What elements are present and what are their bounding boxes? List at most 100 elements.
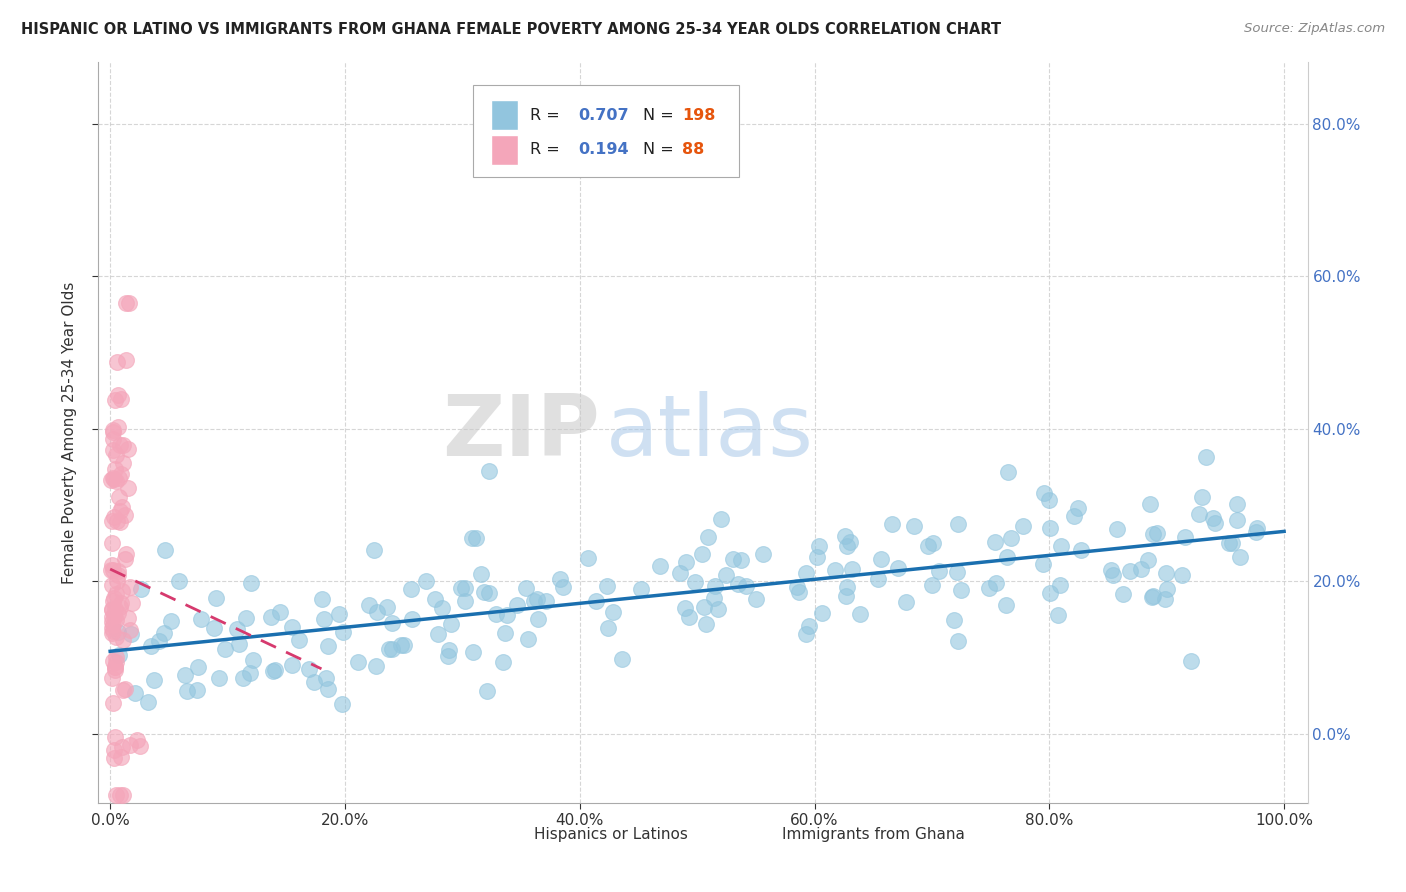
Point — [1146, 526, 1168, 541]
Point — [101, 624, 124, 638]
Point — [347, 655, 370, 669]
Point — [1039, 520, 1062, 534]
Point — [375, 600, 398, 615]
Point — [311, 591, 333, 606]
Point — [225, 623, 247, 637]
Point — [472, 584, 495, 599]
Point — [114, 508, 136, 523]
Point — [332, 625, 354, 640]
Point — [824, 563, 846, 577]
Point — [111, 584, 134, 599]
Point — [1112, 586, 1135, 600]
Point — [1038, 493, 1060, 508]
Point — [101, 443, 124, 458]
Point — [101, 593, 124, 607]
Text: 88: 88 — [682, 143, 704, 157]
Point — [100, 602, 122, 616]
Point — [103, 609, 125, 624]
Point — [239, 666, 262, 681]
Point — [399, 582, 422, 596]
Point — [155, 542, 177, 557]
Point — [478, 586, 501, 600]
Point — [492, 655, 515, 669]
Point — [114, 682, 136, 697]
Point — [202, 621, 225, 635]
Point — [381, 641, 404, 656]
Point — [690, 547, 713, 561]
Point — [104, 392, 127, 407]
Point — [100, 562, 122, 576]
Text: R =: R = — [530, 143, 565, 157]
Point — [1119, 564, 1142, 578]
Point — [806, 549, 828, 564]
Text: HISPANIC OR LATINO VS IMMIGRANTS FROM GHANA FEMALE POVERTY AMONG 25-34 YEAR OLDS: HISPANIC OR LATINO VS IMMIGRANTS FROM GH… — [21, 22, 1001, 37]
Point — [839, 535, 862, 549]
Point — [1154, 592, 1177, 607]
Point — [129, 582, 152, 596]
Point — [117, 611, 139, 625]
Point — [810, 607, 832, 621]
Point — [364, 659, 387, 673]
Point — [214, 641, 236, 656]
Point — [1067, 500, 1090, 515]
Point — [107, 624, 129, 639]
Point — [551, 580, 574, 594]
Point — [596, 579, 619, 593]
Point — [101, 603, 124, 617]
Point — [110, 750, 132, 764]
Point — [1012, 519, 1035, 533]
Point — [454, 594, 477, 608]
Point — [678, 610, 700, 624]
Point — [576, 550, 599, 565]
Point — [752, 547, 775, 561]
Point — [127, 732, 149, 747]
Point — [129, 739, 152, 754]
Point — [187, 660, 209, 674]
Text: ZIP: ZIP — [443, 391, 600, 475]
Point — [943, 613, 966, 627]
Point — [796, 566, 818, 580]
Point — [228, 637, 250, 651]
Point — [787, 585, 810, 599]
Point — [602, 605, 624, 619]
Point — [794, 626, 817, 640]
Point — [104, 448, 127, 462]
Point — [281, 620, 304, 634]
Point — [107, 470, 129, 484]
Point — [105, 630, 128, 644]
Point — [596, 621, 619, 635]
Point — [453, 582, 475, 596]
Point — [104, 660, 127, 674]
Point — [1047, 607, 1070, 622]
Point — [439, 616, 461, 631]
Point — [534, 594, 557, 608]
Point — [995, 598, 1018, 612]
Point — [1170, 568, 1192, 582]
Point — [522, 594, 544, 608]
Point — [430, 601, 453, 615]
Point — [143, 673, 166, 687]
Point — [108, 490, 131, 504]
Y-axis label: Female Poverty Among 25-34 Year Olds: Female Poverty Among 25-34 Year Olds — [62, 282, 77, 583]
Point — [100, 536, 122, 550]
Point — [683, 575, 706, 590]
Point — [808, 539, 831, 553]
Point — [108, 600, 131, 615]
FancyBboxPatch shape — [498, 819, 524, 848]
Point — [100, 473, 122, 487]
Point — [921, 578, 943, 592]
Point — [1136, 553, 1159, 567]
Point — [1102, 568, 1125, 582]
Point — [316, 681, 339, 696]
Point — [104, 649, 127, 664]
Point — [1154, 566, 1177, 580]
Point — [730, 553, 752, 567]
Point — [381, 615, 404, 630]
FancyBboxPatch shape — [492, 135, 517, 165]
Point — [946, 516, 969, 531]
Point — [1050, 539, 1073, 553]
Point — [1226, 513, 1249, 527]
Point — [115, 352, 138, 367]
Point — [673, 600, 696, 615]
Point — [100, 621, 122, 635]
